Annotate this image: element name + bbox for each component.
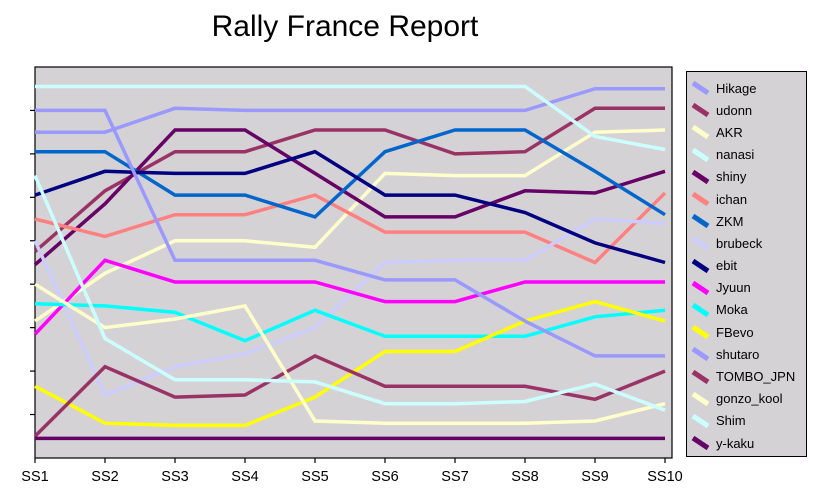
legend-swatch-icon xyxy=(691,103,710,118)
legend-swatch-icon xyxy=(691,369,710,384)
x-axis-label-SS10: SS10 xyxy=(647,469,682,485)
legend-swatch-icon xyxy=(691,325,710,340)
legend-label: ichan xyxy=(716,191,748,207)
legend-label: brubeck xyxy=(716,235,763,251)
legend-item-shutaro: shutaro xyxy=(691,343,806,365)
series-line-ebit xyxy=(34,149,666,265)
legend-item-shiny: shiny xyxy=(691,166,806,188)
legend-swatch-icon xyxy=(691,125,710,140)
legend-label: ZKM xyxy=(716,213,744,229)
legend-item-y-kaku: y-kaku xyxy=(691,432,806,454)
legend-label: nanasi xyxy=(716,147,755,163)
legend-item-ZKM: ZKM xyxy=(691,210,806,232)
legend-swatch-icon xyxy=(691,147,710,162)
x-axis-label-SS5: SS5 xyxy=(301,469,328,485)
legend-item-ebit: ebit xyxy=(691,255,806,277)
series-line-shutaro xyxy=(35,108,665,358)
x-axis-label-SS6: SS6 xyxy=(371,469,398,485)
legend-item-AKR: AKR xyxy=(691,121,806,143)
legend-swatch-icon xyxy=(691,413,710,428)
legend-label: Hikage xyxy=(716,80,757,96)
legend-label: shutaro xyxy=(716,346,760,362)
legend-item-Jyuun: Jyuun xyxy=(691,277,806,299)
chart-title: Rally France Report xyxy=(211,10,479,43)
legend-swatch-icon xyxy=(691,214,710,229)
legend-item-nanasi: nanasi xyxy=(691,144,806,166)
legend-item-ichan: ichan xyxy=(691,188,806,210)
legend-swatch-icon xyxy=(691,280,710,295)
x-axis-label-SS3: SS3 xyxy=(161,469,188,485)
legend-item-udonn: udonn xyxy=(691,99,806,121)
legend-label: Jyuun xyxy=(716,280,751,296)
chart-legend: Hikage udonn AKR nanasi shiny ichan ZKM brubeck… xyxy=(686,71,807,457)
series-line-Moka xyxy=(34,301,666,343)
legend-label: y-kaku xyxy=(716,435,755,451)
legend-label: ebit xyxy=(716,258,737,274)
x-axis-label-SS2: SS2 xyxy=(91,469,118,485)
series-line-Hikage xyxy=(35,86,665,134)
series-line-Jyuun xyxy=(33,258,665,336)
legend-swatch-icon xyxy=(691,191,710,207)
legend-swatch-icon xyxy=(691,347,710,362)
legend-swatch-icon xyxy=(691,258,710,273)
series-line-nanasi xyxy=(35,84,666,152)
legend-label: gonzo_kool xyxy=(716,391,783,407)
legend-label: AKR xyxy=(716,124,743,140)
series-line-ichan xyxy=(34,191,667,265)
legend-item-Shim: Shim xyxy=(691,410,806,432)
legend-swatch-icon xyxy=(691,302,710,318)
x-axis-label-SS1: SS1 xyxy=(21,469,48,485)
x-axis-label-SS7: SS7 xyxy=(441,469,468,485)
legend-item-Moka: Moka xyxy=(691,299,806,321)
series-lines xyxy=(33,84,667,441)
x-axis-labels: SS1 SS2 SS3 SS4 SS5 SS6 SS7 SS8 SS9 SS10 xyxy=(21,469,682,485)
series-line-FBevo xyxy=(34,299,666,428)
legend-item-brubeck: brubeck xyxy=(691,232,806,254)
legend-swatch-icon xyxy=(691,81,710,96)
x-axis-label-SS8: SS8 xyxy=(511,469,538,485)
series-line-Shim xyxy=(33,174,666,412)
legend-item-gonzo_kool: gonzo_kool xyxy=(691,388,806,410)
legend-swatch-icon xyxy=(691,169,710,184)
x-axis-label-SS9: SS9 xyxy=(581,469,608,485)
legend-item-Hikage: Hikage xyxy=(691,77,806,99)
legend-label: shiny xyxy=(716,169,747,185)
legend-label: FBevo xyxy=(716,324,754,340)
legend-label: udonn xyxy=(716,102,753,118)
series-line-shiny xyxy=(33,128,666,267)
legend-item-FBevo: FBevo xyxy=(691,321,806,343)
x-axis-label-SS4: SS4 xyxy=(231,469,258,485)
legend-label: Shim xyxy=(716,413,746,429)
legend-swatch-icon xyxy=(691,236,710,251)
legend-item-TOMBO_JPN: TOMBO_JPN xyxy=(691,365,806,387)
series-line-AKR xyxy=(34,128,666,323)
legend-label: TOMBO_JPN xyxy=(716,369,796,385)
series-line-gonzo_kool xyxy=(34,282,666,425)
legend-swatch-icon xyxy=(691,391,710,406)
legend-label: Moka xyxy=(716,302,748,318)
legend-swatch-icon xyxy=(691,436,710,451)
axis-ticks xyxy=(30,109,666,463)
